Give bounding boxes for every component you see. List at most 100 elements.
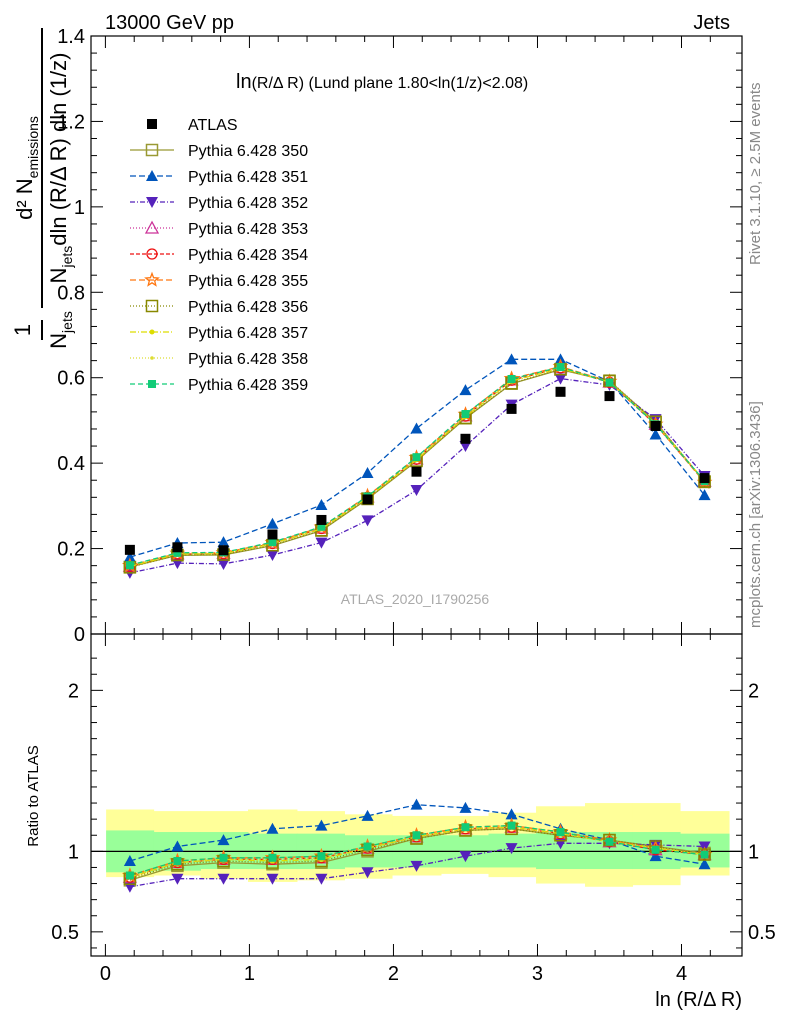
legend-marker-atlas (147, 119, 157, 129)
legend-label-p358: Pythia 6.428 358 (188, 351, 308, 368)
mcplots-text: mcplots.cern.ch [arXiv:1306.3436] (747, 401, 764, 628)
main-ytick-label: 0.6 (57, 368, 85, 390)
point-ratio-p351 (266, 822, 279, 834)
ylabel-jets: Njets (46, 311, 75, 349)
atlas-data-point (699, 473, 710, 484)
point-ratio-p352 (505, 843, 518, 855)
legend-label-p356: Pythia 6.428 356 (188, 299, 308, 316)
point-ratio-p359 (461, 823, 470, 832)
point-ratio-p351 (649, 850, 662, 862)
legend-label-p359: Pythia 6.428 359 (188, 377, 308, 394)
legend-label-p354: Pythia 6.428 354 (188, 247, 308, 264)
ratio-ytick-label-right: 2 (748, 680, 759, 702)
point-ratio-p351 (217, 834, 230, 846)
point-main-p359 (125, 561, 134, 570)
point-ratio-p359 (125, 871, 134, 880)
point-main-p352 (554, 373, 567, 385)
point-ratio-p352 (171, 873, 184, 885)
point-ratio-p352 (459, 851, 472, 863)
x-tick-label: 3 (532, 963, 543, 985)
point-main-p351 (505, 353, 518, 365)
analysis-watermark: ATLAS_2020_I1790256 (341, 591, 490, 607)
point-main-p351 (315, 499, 328, 511)
point-ratio-p352 (217, 873, 230, 885)
x-axis-label: ln (R/Δ R) (655, 989, 742, 1011)
main-ytick-label: 0.8 (57, 282, 85, 304)
legend-marker-p351 (146, 170, 158, 181)
atlas-data-point (555, 386, 566, 397)
legend-label-p353: Pythia 6.428 353 (188, 221, 308, 238)
legend-label-p351: Pythia 6.428 351 (188, 169, 308, 186)
header-right: Jets (693, 12, 730, 34)
series-p351 (123, 353, 711, 870)
main-ytick-label: 0.4 (57, 453, 85, 475)
point-main-p352 (459, 441, 472, 453)
point-main-p352 (410, 485, 423, 497)
legend-marker-p352 (146, 197, 158, 208)
ratio-ytick-label-right: 1 (748, 841, 759, 863)
point-main-p351 (410, 422, 423, 434)
x-tick-label: 4 (676, 963, 687, 985)
point-ratio-p351 (459, 801, 472, 813)
ratio-plot-frame (90, 633, 743, 957)
point-main-p352 (266, 549, 279, 561)
legend-marker-p353 (144, 220, 160, 234)
main-ylabel: d² Nemissions Njetsdln (R/Δ R) dln (1/z)… (10, 28, 75, 349)
x-tick-label: 0 (100, 963, 111, 985)
point-main-p359 (173, 548, 182, 557)
point-ratio-p351 (698, 858, 711, 870)
point-main-p351 (649, 428, 662, 440)
main-ytick-label: 0 (74, 624, 85, 646)
atlas-data-point (411, 466, 422, 477)
point-ratio-p359 (556, 828, 565, 837)
atlas-data-point (460, 433, 471, 444)
plot-title-main: ln (236, 71, 252, 93)
point-main-p359 (605, 378, 614, 387)
point-ratio-p351 (315, 819, 328, 831)
main-ytick-label: 1.2 (57, 111, 85, 133)
legend-marker-p355 (144, 271, 160, 287)
ratio-ytick-label: 1 (68, 841, 79, 863)
legend-label-atlas: ATLAS (188, 117, 238, 134)
header-left: 13000 GeV pp (105, 12, 234, 34)
point-ratio-p359 (700, 850, 709, 859)
point-ratio-p352 (410, 860, 423, 872)
main-ytick-label: 1 (74, 197, 85, 219)
x-tick-label: 1 (244, 963, 255, 985)
point-main-p359 (412, 453, 421, 462)
atlas-data-point (506, 403, 517, 414)
legend-label-p357: Pythia 6.428 357 (188, 325, 308, 342)
point-main-p351 (698, 489, 711, 501)
point-ratio-p351 (171, 840, 184, 852)
legend-marker-p350 (145, 143, 159, 157)
legend-label-p355: Pythia 6.428 355 (188, 273, 308, 290)
point-main-p359 (317, 522, 326, 531)
legend-marker-p357 (149, 329, 155, 335)
point-ratio-p359 (317, 852, 326, 861)
point-main-p359 (461, 410, 470, 419)
point-main-p359 (507, 374, 516, 383)
point-ratio-p359 (605, 837, 614, 846)
point-ratio-p359 (268, 853, 277, 862)
point-main-p351 (123, 551, 136, 563)
point-ratio-p359 (412, 831, 421, 840)
legend-marker-p356 (145, 299, 159, 313)
point-ratio-p351 (410, 798, 423, 810)
ylabel-numerator: d² Nemissions (12, 116, 41, 220)
atlas-data-point (124, 544, 135, 555)
plot-title: ln(R/Δ R) (Lund plane 1.80<ln(1/z)<2.08) (236, 71, 528, 93)
point-main-p351 (217, 536, 230, 548)
legend-label-p350: Pythia 6.428 350 (188, 143, 308, 160)
atlas-data-point (218, 545, 229, 556)
point-main-p351 (459, 384, 472, 396)
point-main-p352 (315, 537, 328, 549)
point-ratio-p359 (173, 857, 182, 866)
point-ratio-p359 (363, 842, 372, 851)
atlas-data-point (267, 529, 278, 540)
atlas-data-point (650, 420, 661, 431)
ratio-ytick-label-right: 0.5 (748, 922, 776, 944)
point-main-p351 (266, 517, 279, 529)
legend-marker-p354 (146, 248, 158, 260)
ratio-ytick-label: 2 (68, 680, 79, 702)
